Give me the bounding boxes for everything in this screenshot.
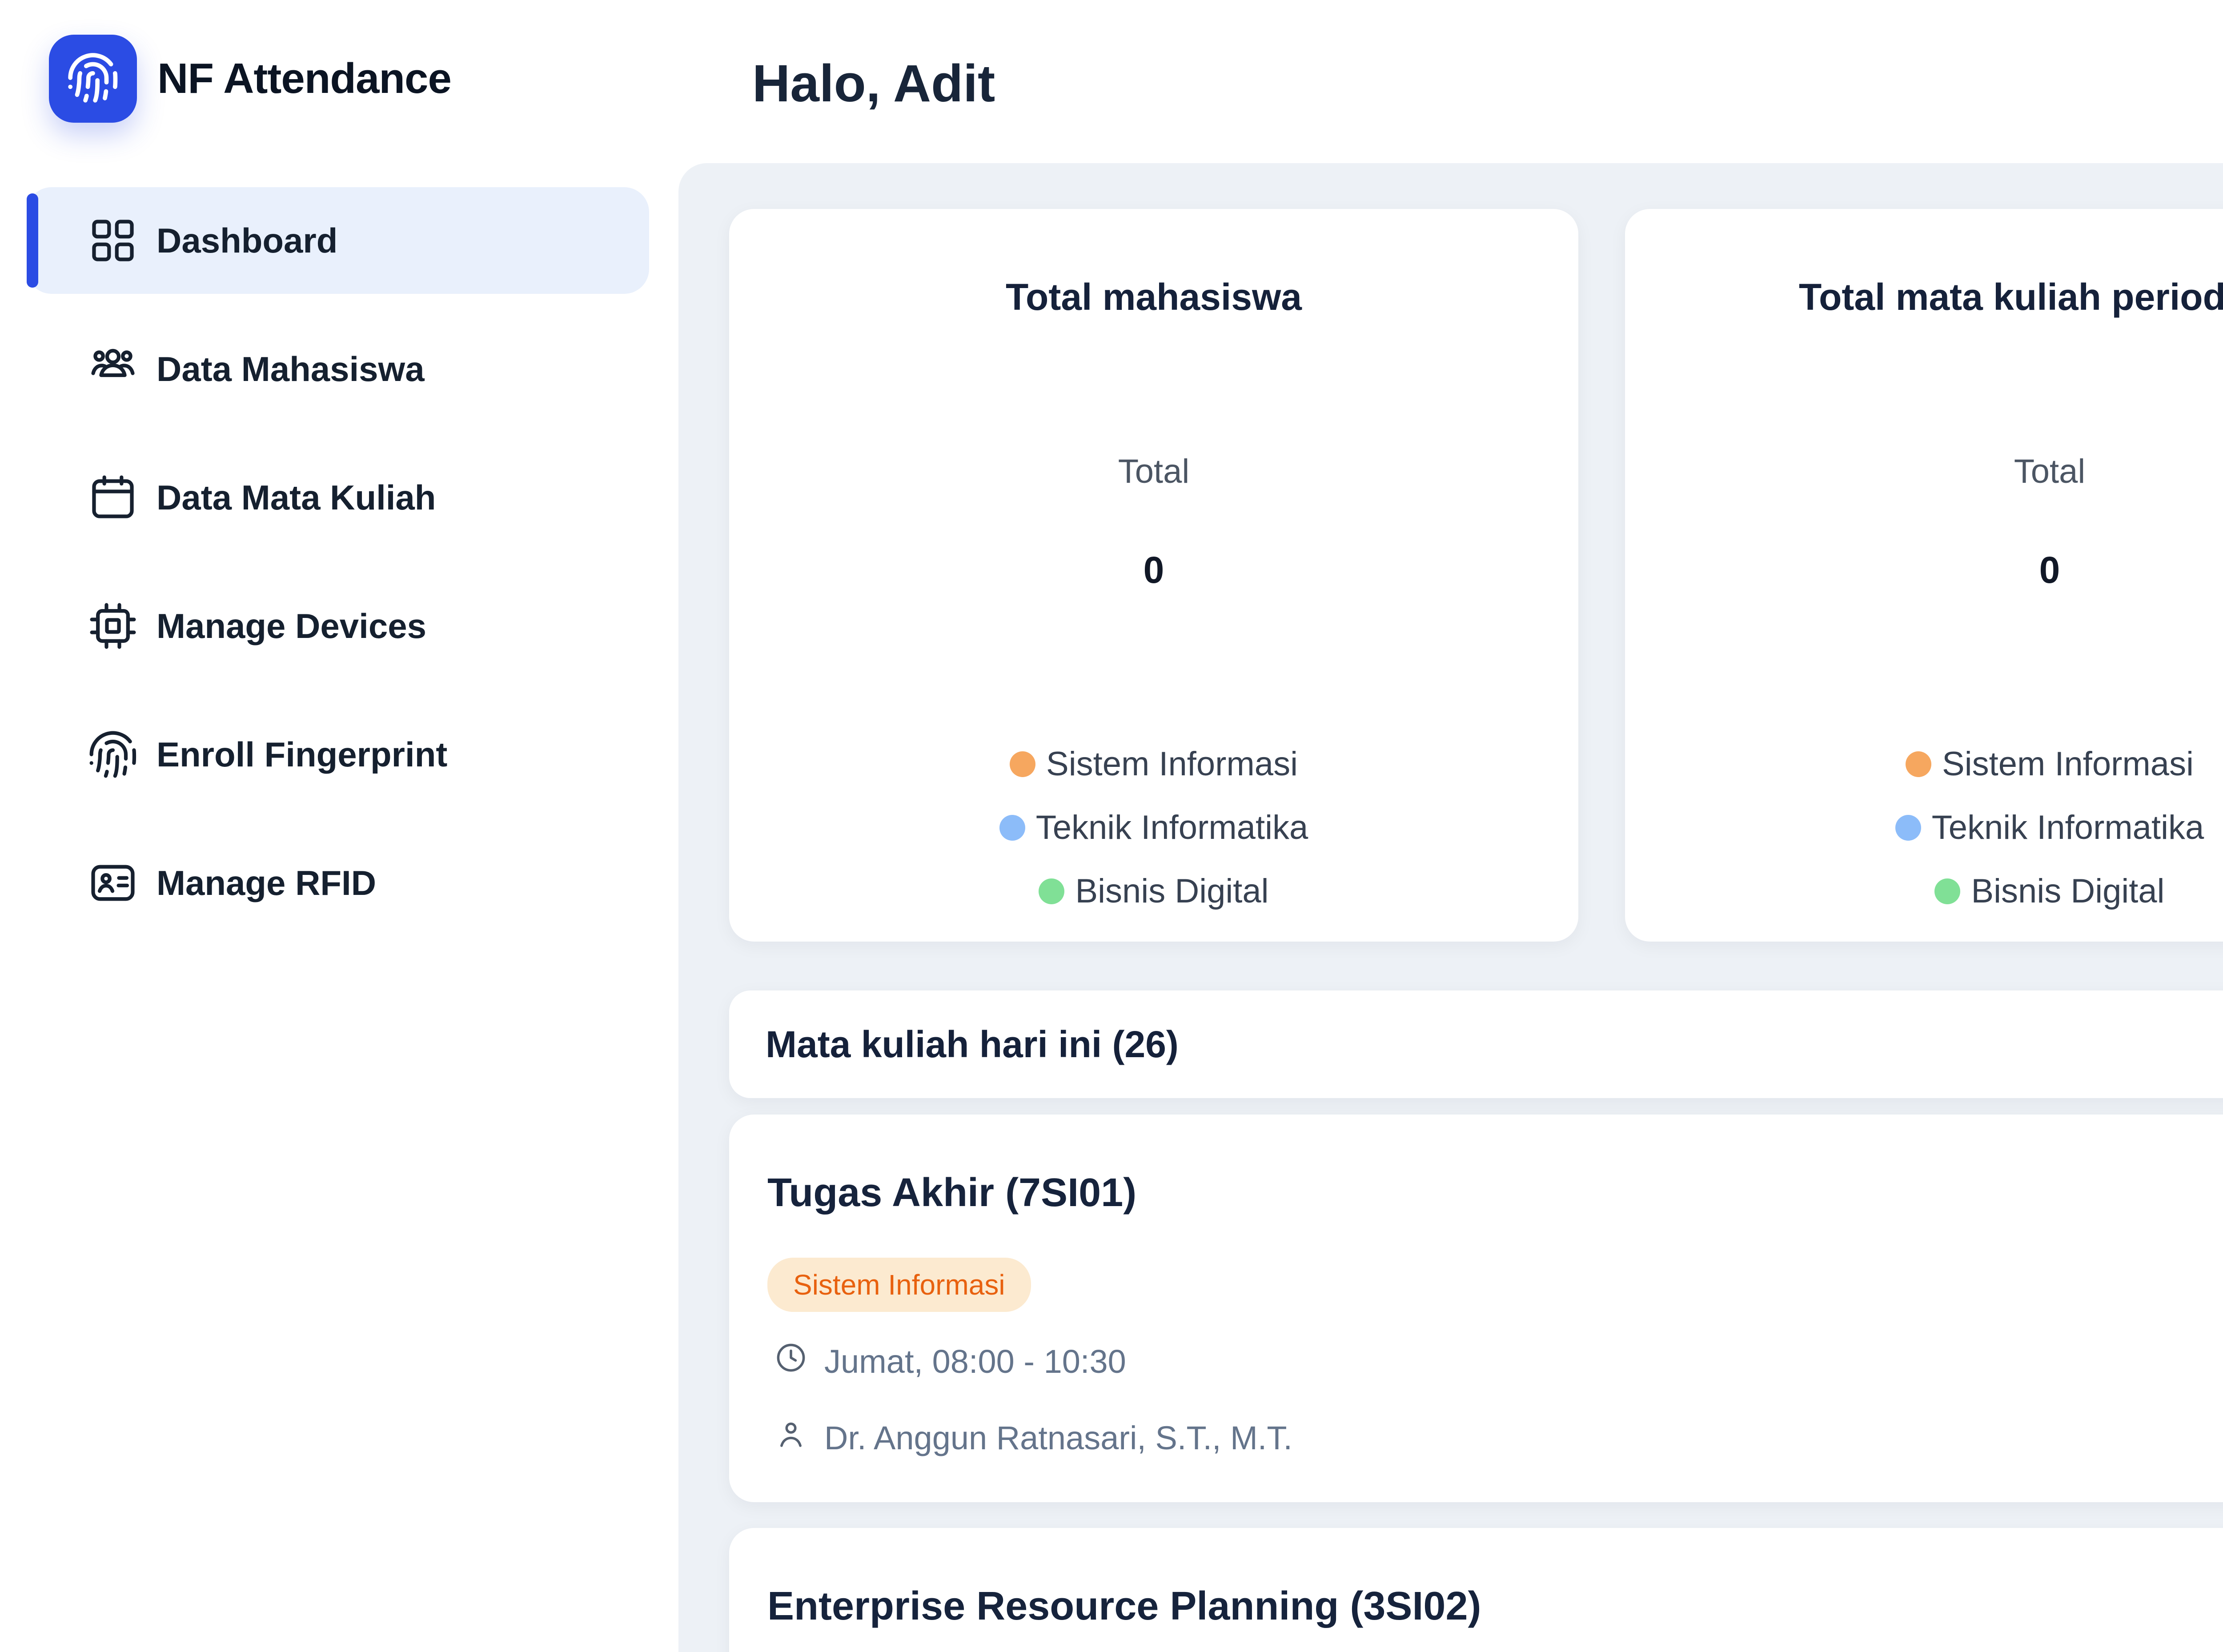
page-greeting: Halo, Adit xyxy=(752,54,995,113)
legend-dot-sistem-informasi xyxy=(1010,751,1036,777)
legend-label: Bisnis Digital xyxy=(1971,872,2165,910)
sidebar-item-label: Enroll Fingerprint xyxy=(156,734,448,774)
course-lecturer-text: Dr. Anggun Ratnasari, S.T., M.T. xyxy=(824,1419,1292,1456)
sidebar-item-label: Data Mahasiswa xyxy=(156,349,425,389)
legend-dot-teknik-informatika xyxy=(1895,814,1921,841)
legend-dot-bisnis-digital xyxy=(1934,878,1961,904)
cpu-icon xyxy=(87,600,139,652)
brand: NF Attendance xyxy=(49,35,452,123)
legend-item: Bisnis Digital xyxy=(1934,872,2165,910)
legend-label: Sistem Informasi xyxy=(1046,745,1298,783)
sidebar-item-data-mahasiswa[interactable]: Data Mahasiswa xyxy=(27,316,649,422)
legend-item: Bisnis Digital xyxy=(1039,872,1269,910)
legend-label: Teknik Informatika xyxy=(1035,809,1308,846)
program-badge: Sistem Informasi xyxy=(767,1258,1031,1312)
grid-icon xyxy=(87,215,139,266)
legend-dot-sistem-informasi xyxy=(1906,751,1932,777)
legend: Sistem Informasi Teknik Informatika Bisn… xyxy=(999,745,1308,910)
legend-dot-bisnis-digital xyxy=(1039,878,1065,904)
section-title: Mata kuliah hari ini (26) xyxy=(766,1023,1179,1065)
section-header-today: Mata kuliah hari ini (26) xyxy=(729,990,2223,1098)
legend-label: Teknik Informatika xyxy=(1931,809,2204,846)
stat-card-title: Total mahasiswa xyxy=(1005,276,1302,318)
course-lecturer: Dr. Anggun Ratnasari, S.T., M.T. xyxy=(774,1417,1292,1459)
brand-name: NF Attendance xyxy=(157,55,452,102)
clock-icon xyxy=(774,1340,808,1383)
active-indicator-bar xyxy=(27,193,38,288)
legend-item: Teknik Informatika xyxy=(999,808,1308,847)
course-schedule: Jumat, 08:00 - 10:30 xyxy=(774,1340,1126,1383)
total-label: Total xyxy=(1118,453,1190,490)
sidebar-item-enroll-fingerprint[interactable]: Enroll Fingerprint xyxy=(27,701,649,808)
course-schedule-text: Jumat, 08:00 - 10:30 xyxy=(824,1343,1126,1380)
course-title-text: Enterprise Resource Planning (3SI02) xyxy=(767,1584,1481,1628)
legend-label: Bisnis Digital xyxy=(1075,872,1269,910)
total-value: 0 xyxy=(2039,549,2060,591)
users-icon xyxy=(87,343,139,395)
calendar-icon xyxy=(87,472,139,523)
app-logo xyxy=(49,35,137,123)
course-card[interactable]: Enterprise Resource Planning (3SI02) xyxy=(729,1528,2223,1652)
sidebar-item-manage-devices[interactable]: Manage Devices xyxy=(27,573,649,679)
legend-item: Teknik Informatika xyxy=(1895,808,2204,847)
legend-item: Sistem Informasi xyxy=(1906,745,2194,783)
course-card[interactable]: Tugas Akhir (7SI01) Sistem Informasi Jum… xyxy=(729,1115,2223,1502)
sidebar-item-dashboard[interactable]: Dashboard xyxy=(27,187,649,294)
total-label: Total xyxy=(2014,453,2086,490)
stat-card-title: Total mata kuliah periode ini xyxy=(1799,276,2223,318)
legend: Sistem Informasi Teknik Informatika Bisn… xyxy=(1895,745,2204,910)
sidebar-item-label: Manage Devices xyxy=(156,606,426,646)
course-title: Tugas Akhir (7SI01) xyxy=(767,1170,1136,1216)
user-icon xyxy=(774,1417,808,1459)
sidebar-item-data-mata-kuliah[interactable]: Data Mata Kuliah xyxy=(27,444,649,551)
sidebar-item-label: Dashboard xyxy=(156,221,338,260)
total-value: 0 xyxy=(1143,549,1164,591)
legend-dot-teknik-informatika xyxy=(999,814,1025,841)
sidebar: NF Attendance Dashboard xyxy=(0,0,678,1652)
id-card-icon xyxy=(87,857,139,909)
sidebar-item-manage-rfid[interactable]: Manage RFID xyxy=(27,830,649,936)
sidebar-item-label: Manage RFID xyxy=(156,863,377,902)
fingerprint-logo-icon xyxy=(66,51,120,107)
sidebar-item-label: Data Mata Kuliah xyxy=(156,477,436,517)
fingerprint-icon xyxy=(87,729,139,780)
legend-item: Sistem Informasi xyxy=(1010,745,1298,783)
stat-card-total-mata-kuliah: Total mata kuliah periode ini Total 0 Si… xyxy=(1625,209,2223,942)
course-title-text: Tugas Akhir (7SI01) xyxy=(767,1171,1137,1215)
stat-card-total-mahasiswa: Total mahasiswa Total 0 Sistem Informasi… xyxy=(729,209,1578,942)
legend-label: Sistem Informasi xyxy=(1942,745,2194,783)
course-title: Enterprise Resource Planning (3SI02) xyxy=(767,1584,1481,1629)
